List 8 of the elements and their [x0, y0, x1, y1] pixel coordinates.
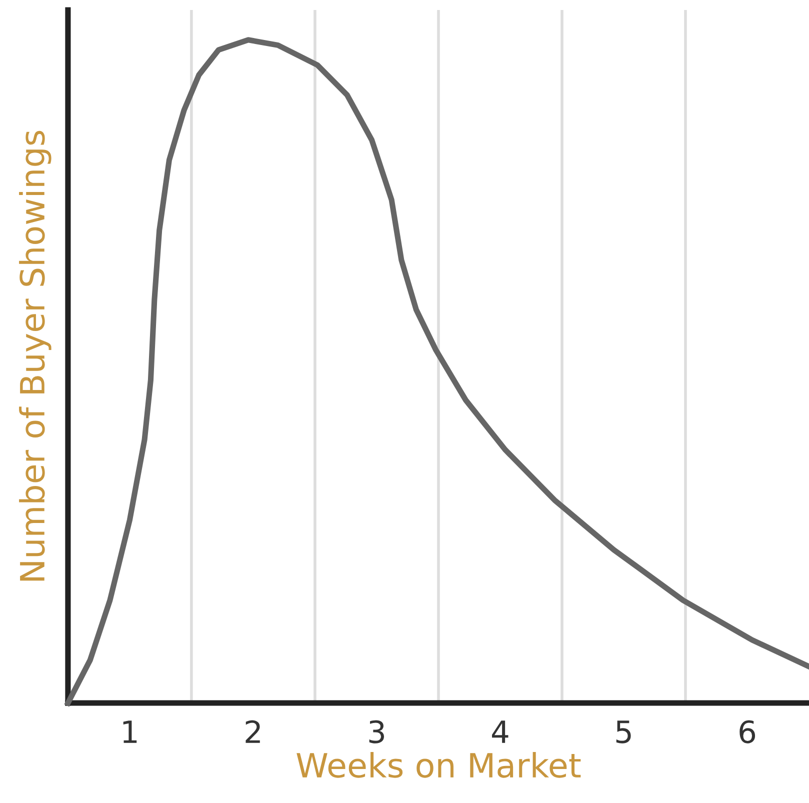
x-tick-label: 1: [123, 720, 137, 743]
y-axis-title: Number of Buyer Showings: [19, 130, 52, 581]
x-tick-label: 3: [369, 720, 384, 744]
x-tick-label: 2: [246, 720, 260, 743]
x-axis-title: Weeks on Market: [296, 752, 581, 778]
x-tick-label: 6: [740, 720, 756, 744]
x-tick-label: 5: [616, 720, 631, 744]
x-tick-label: 4: [492, 720, 508, 743]
